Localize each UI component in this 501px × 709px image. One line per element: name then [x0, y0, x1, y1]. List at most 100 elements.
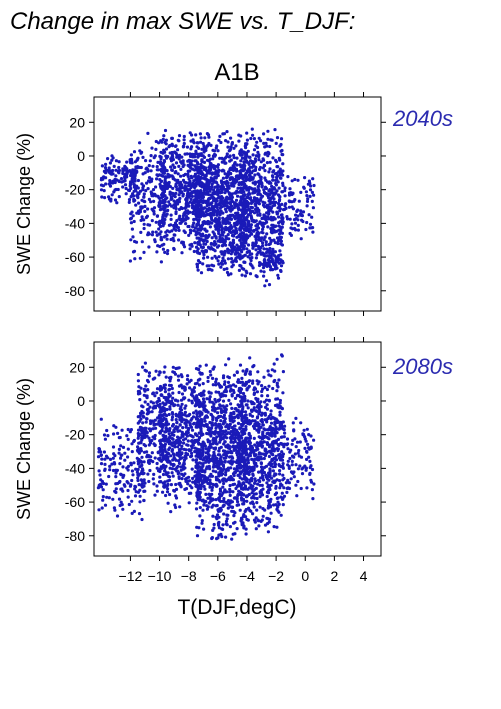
scatter-point	[268, 250, 272, 254]
scatter-point	[226, 380, 231, 384]
scatter-point	[196, 259, 201, 263]
scatter-point	[202, 527, 206, 531]
scatter-point	[232, 521, 236, 525]
scatter-point	[254, 189, 259, 193]
scatter-point	[116, 431, 120, 435]
scatter-point	[279, 268, 283, 273]
scatter-point	[132, 249, 137, 253]
scatter-point	[222, 267, 226, 271]
scatter-point	[143, 489, 147, 493]
scatter-point	[174, 366, 178, 371]
scatter-point	[183, 388, 187, 392]
scatter-point	[161, 171, 165, 175]
scatter-point	[211, 154, 215, 158]
scatter-point	[209, 202, 213, 206]
scatter-point	[222, 132, 226, 136]
scatter-point	[179, 485, 183, 489]
scatter-point	[137, 434, 141, 438]
scatter-point	[263, 201, 267, 205]
scatter-point	[130, 210, 134, 214]
scatter-point	[305, 194, 309, 198]
scatter-point	[152, 156, 156, 160]
scatter-point	[137, 511, 142, 516]
scatter-point	[225, 195, 229, 199]
scatter-point	[108, 464, 112, 468]
scatter-point	[180, 251, 184, 255]
scatter-point	[154, 220, 158, 224]
scatter-point	[254, 237, 258, 241]
scatter-point	[232, 390, 236, 395]
scatter-point	[155, 250, 159, 254]
scatter-point	[253, 173, 257, 177]
scatter-point	[238, 214, 242, 219]
scatter-point	[218, 156, 222, 160]
scatter-point	[242, 244, 246, 248]
scatter-point	[249, 175, 253, 179]
scatter-point	[173, 467, 177, 471]
scatter-point	[123, 451, 127, 455]
scatter-point	[158, 154, 162, 158]
figure-title: Change in max SWE vs. T_DJF:	[10, 8, 355, 35]
scatter-point	[206, 452, 210, 456]
scatter-point	[217, 202, 221, 207]
scatter-point	[279, 142, 283, 147]
scatter-point	[100, 457, 104, 461]
scatter-point	[240, 202, 244, 206]
scatter-point	[143, 481, 147, 485]
scatter-point	[191, 211, 195, 216]
scatter-point	[223, 242, 227, 246]
scatter-point	[180, 477, 184, 481]
scatter-point	[218, 213, 222, 217]
scatter-point	[212, 188, 216, 192]
scatter-point	[233, 470, 237, 474]
scatter-point	[248, 172, 252, 176]
scatter-point	[176, 399, 180, 403]
scatter-point	[269, 215, 273, 219]
scatter-point	[243, 203, 247, 207]
scatter-point	[228, 229, 232, 233]
scatter-point	[164, 375, 168, 379]
scatter-point	[133, 484, 137, 488]
y-tick-label: -40	[65, 215, 85, 231]
scatter-point	[187, 475, 191, 479]
scatter-point	[293, 221, 298, 225]
scatter-point	[135, 211, 139, 215]
scatter-point	[230, 141, 234, 145]
scatter-point	[138, 141, 142, 145]
scatter-point	[194, 507, 199, 511]
scatter-point	[106, 157, 110, 161]
scatter-point	[281, 473, 285, 477]
scatter-point	[120, 180, 124, 184]
scatter-point	[142, 393, 146, 397]
scatter-point	[121, 507, 125, 511]
scatter-point	[166, 471, 170, 475]
scatter-point	[182, 441, 186, 445]
scatter-point	[281, 391, 285, 395]
scatter-point	[271, 156, 275, 160]
scatter-point	[142, 226, 146, 231]
scatter-point	[152, 482, 156, 486]
scatter-point	[228, 525, 232, 529]
scatter-point	[243, 184, 247, 188]
scatter-point	[220, 188, 224, 193]
scatter-point	[99, 453, 103, 457]
scatter-point	[296, 208, 300, 212]
scatter-point	[230, 260, 234, 264]
scatter-point	[267, 170, 271, 174]
scatter-point	[171, 474, 175, 478]
scatter-point	[213, 224, 217, 228]
scatter-point	[224, 407, 228, 411]
scatter-point	[262, 216, 266, 221]
scatter-point	[208, 482, 212, 486]
scatter-point	[103, 503, 108, 507]
scatter-point	[109, 197, 113, 201]
scatter-point	[251, 243, 255, 247]
scatter-point	[265, 180, 270, 184]
scatter-point	[103, 468, 107, 472]
scatter-point	[222, 415, 226, 419]
scatter-point	[136, 490, 140, 494]
scatter-point	[148, 405, 152, 409]
scatter-point	[244, 228, 248, 232]
scatter-point	[208, 496, 212, 501]
scatter-point	[245, 494, 249, 498]
